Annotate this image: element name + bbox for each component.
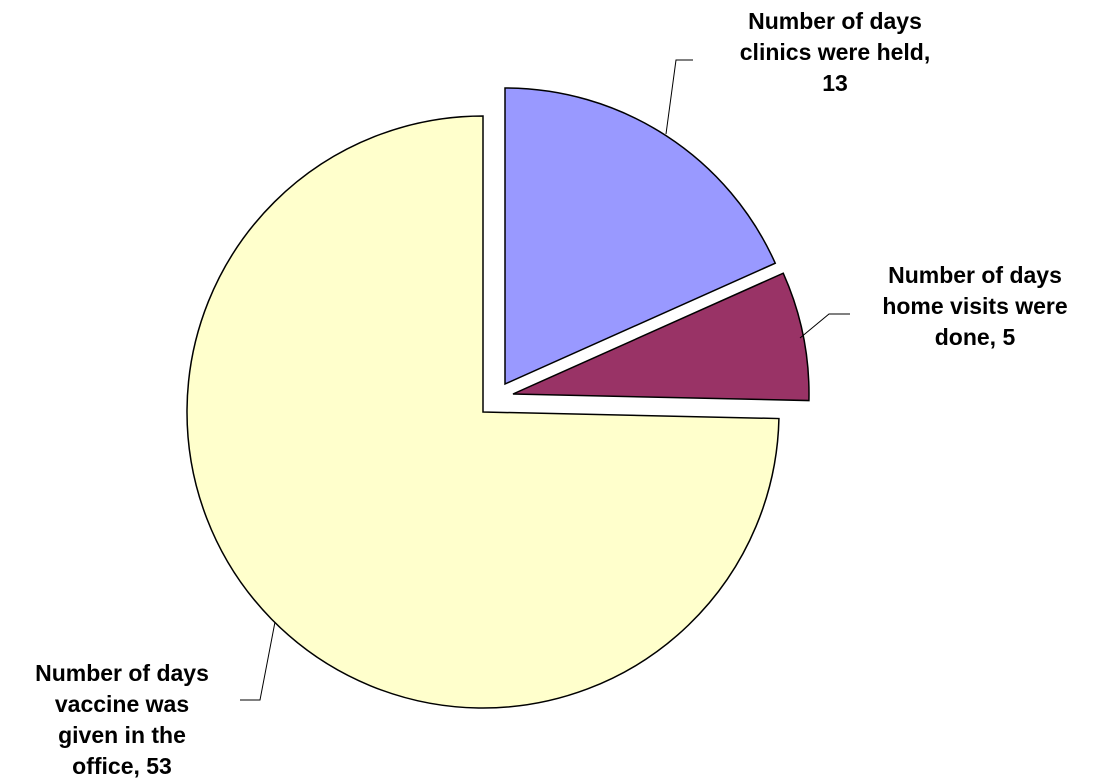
leader-line-office <box>240 621 276 701</box>
leader-line-clinics <box>665 59 693 135</box>
pie-slice-office <box>186 115 780 709</box>
data-label-office: Number of days vaccine was given in the … <box>35 660 209 779</box>
pie-slice-clinics <box>504 87 777 386</box>
data-label-clinics: Number of days clinics were held, 13 <box>739 8 931 96</box>
leader-line-home-visits <box>799 313 850 339</box>
data-label-home-visits: Number of days home visits were done, 5 <box>882 262 1068 350</box>
